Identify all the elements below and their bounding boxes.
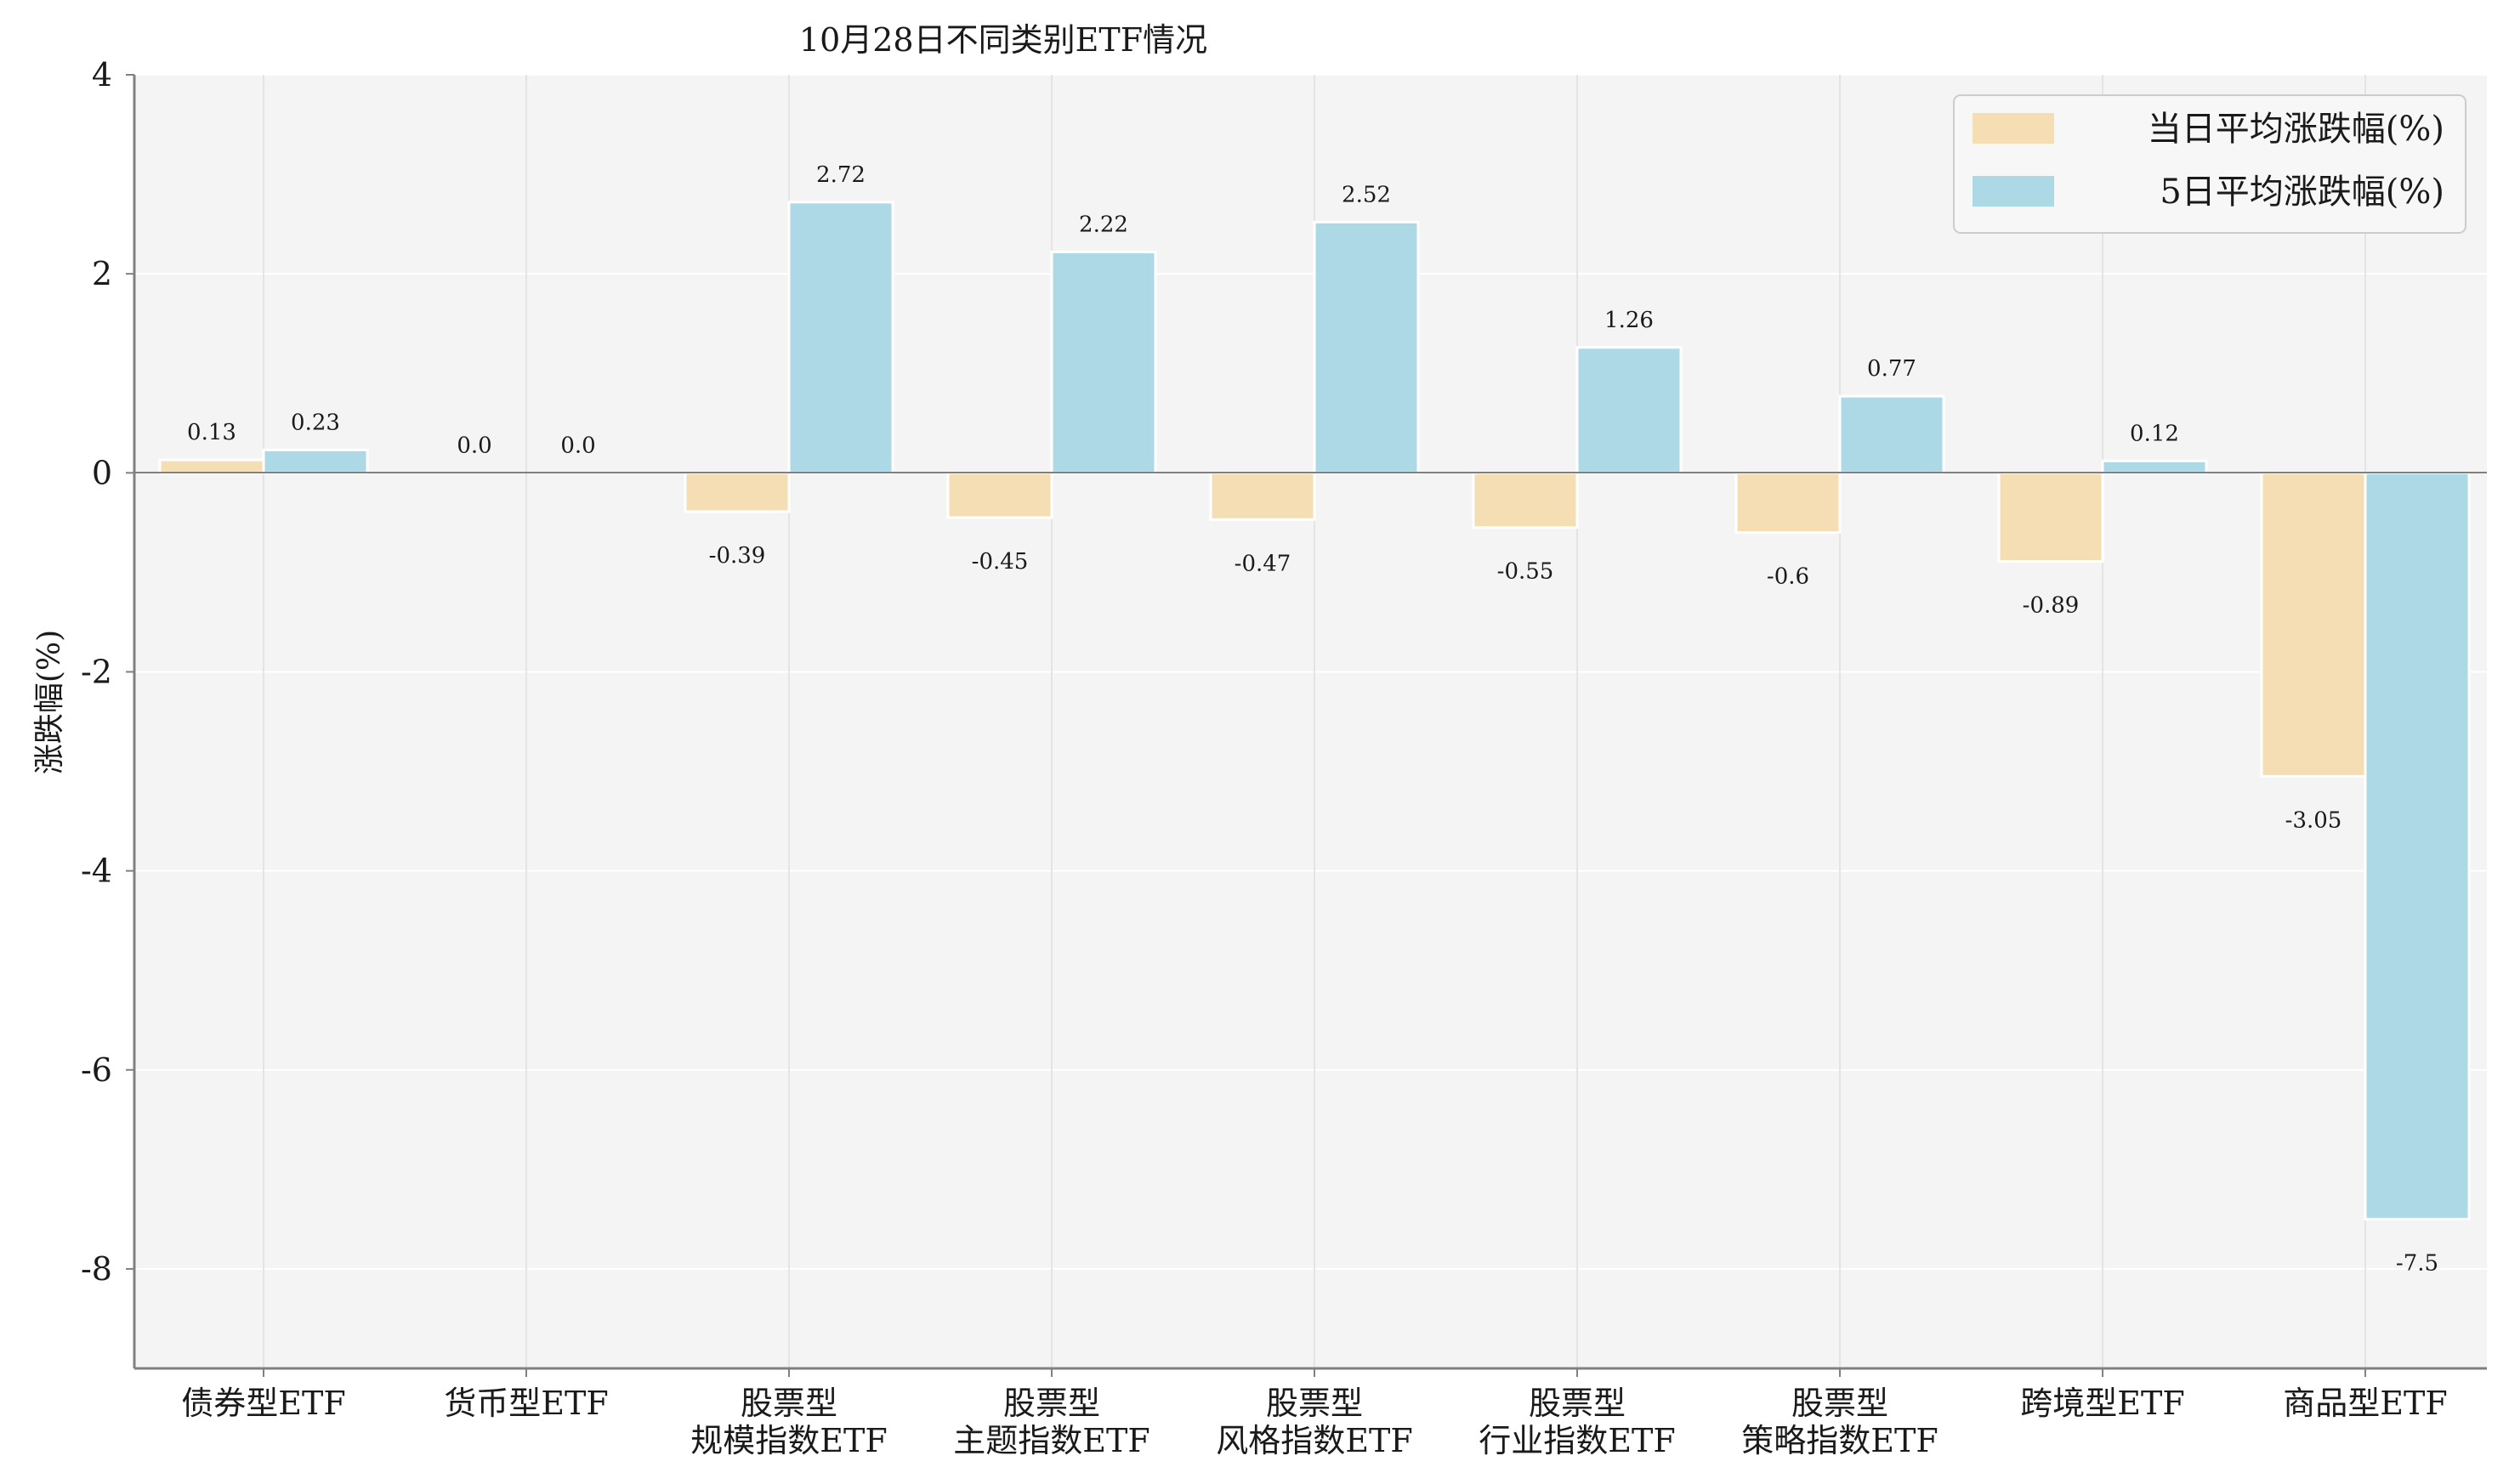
plot-area bbox=[134, 75, 2487, 1368]
y-tick-label: -8 bbox=[81, 1250, 112, 1288]
data-label: 2.52 bbox=[1342, 182, 1391, 207]
chart-title: 10月28日不同类别ETF情况 bbox=[799, 21, 1207, 59]
data-label: 0.23 bbox=[291, 410, 340, 435]
data-label: 1.26 bbox=[1604, 308, 1654, 333]
bar-five-day bbox=[1050, 250, 1157, 474]
x-tick-label: 货币型ETF bbox=[444, 1385, 608, 1422]
x-tick-label: 主题指数ETF bbox=[953, 1422, 1149, 1459]
bar-five-day bbox=[2101, 459, 2208, 474]
x-tick-label: 跨境型ETF bbox=[2020, 1385, 2184, 1422]
x-tick-label: 股票型 bbox=[1003, 1385, 1100, 1422]
y-tick-label: 4 bbox=[92, 56, 112, 93]
bar-five-day bbox=[1575, 346, 1683, 474]
x-tick-label: 风格指数ETF bbox=[1216, 1422, 1412, 1459]
bar-daily bbox=[946, 471, 1053, 519]
data-label: 2.22 bbox=[1079, 212, 1128, 237]
bar-daily bbox=[2260, 471, 2367, 778]
bar-daily bbox=[684, 471, 791, 513]
legend-swatch bbox=[1973, 176, 2054, 207]
y-tick-label: -6 bbox=[81, 1051, 112, 1089]
data-label: 0.0 bbox=[560, 433, 595, 458]
legend-box bbox=[1953, 94, 2466, 234]
legend: 当日平均涨跌幅(%) 5日平均涨跌幅(%) bbox=[1953, 94, 2466, 234]
x-tick-label: 股票型 bbox=[1791, 1385, 1888, 1422]
data-label: 2.72 bbox=[816, 162, 866, 188]
data-label: -0.89 bbox=[2023, 593, 2080, 619]
data-label: -0.55 bbox=[1497, 559, 1554, 585]
legend-swatch bbox=[1973, 113, 2054, 144]
bar-daily bbox=[1209, 471, 1316, 521]
x-tick-label: 行业指数ETF bbox=[1479, 1422, 1675, 1459]
bars: 0.13 0.0 -0.39 -0.45 -0.47 -0.55 -0.6 -0.89 -3.0… bbox=[158, 162, 2471, 1276]
data-label: 0.77 bbox=[1867, 356, 1916, 382]
data-label: -0.39 bbox=[709, 543, 766, 569]
data-label: -0.6 bbox=[1767, 564, 1809, 590]
y-tick-label: 2 bbox=[92, 255, 112, 292]
data-label: 0.13 bbox=[187, 420, 236, 445]
x-tick-label: 策略指数ETF bbox=[1741, 1422, 1938, 1459]
bar-daily bbox=[1734, 471, 1842, 535]
bar-daily bbox=[1997, 471, 2104, 564]
data-label: -0.47 bbox=[1235, 551, 1291, 576]
bar-five-day bbox=[787, 201, 894, 474]
legend-label: 5日平均涨跌幅(%) bbox=[2160, 173, 2444, 212]
x-tick-label: 股票型 bbox=[1529, 1385, 1626, 1422]
bar-five-day bbox=[1313, 220, 1420, 474]
legend-label: 当日平均涨跌幅(%) bbox=[2148, 110, 2444, 149]
data-label: -7.5 bbox=[2396, 1250, 2438, 1276]
x-tick-label: 债券型ETF bbox=[181, 1385, 345, 1422]
y-tick-label: -2 bbox=[81, 653, 112, 690]
y-axis-label: 涨跌幅(%) bbox=[32, 630, 67, 774]
data-label: -3.05 bbox=[2285, 807, 2342, 833]
bar-daily bbox=[158, 458, 265, 474]
x-tick-label: 股票型 bbox=[741, 1385, 837, 1422]
data-label: -0.45 bbox=[972, 549, 1029, 575]
bar-daily bbox=[1472, 471, 1579, 530]
data-label: 0.12 bbox=[2130, 421, 2179, 446]
bar-five-day bbox=[262, 448, 369, 474]
x-tick-label: 商品型ETF bbox=[2283, 1385, 2447, 1422]
y-tick-label: 0 bbox=[92, 454, 112, 491]
x-tick-label: 股票型 bbox=[1266, 1385, 1363, 1422]
bar-five-day bbox=[2364, 471, 2471, 1221]
data-label: 0.0 bbox=[457, 433, 491, 458]
x-tick-label: 规模指数ETF bbox=[690, 1422, 887, 1459]
y-tick-label: -4 bbox=[81, 852, 112, 890]
bar-five-day bbox=[1838, 394, 1945, 474]
